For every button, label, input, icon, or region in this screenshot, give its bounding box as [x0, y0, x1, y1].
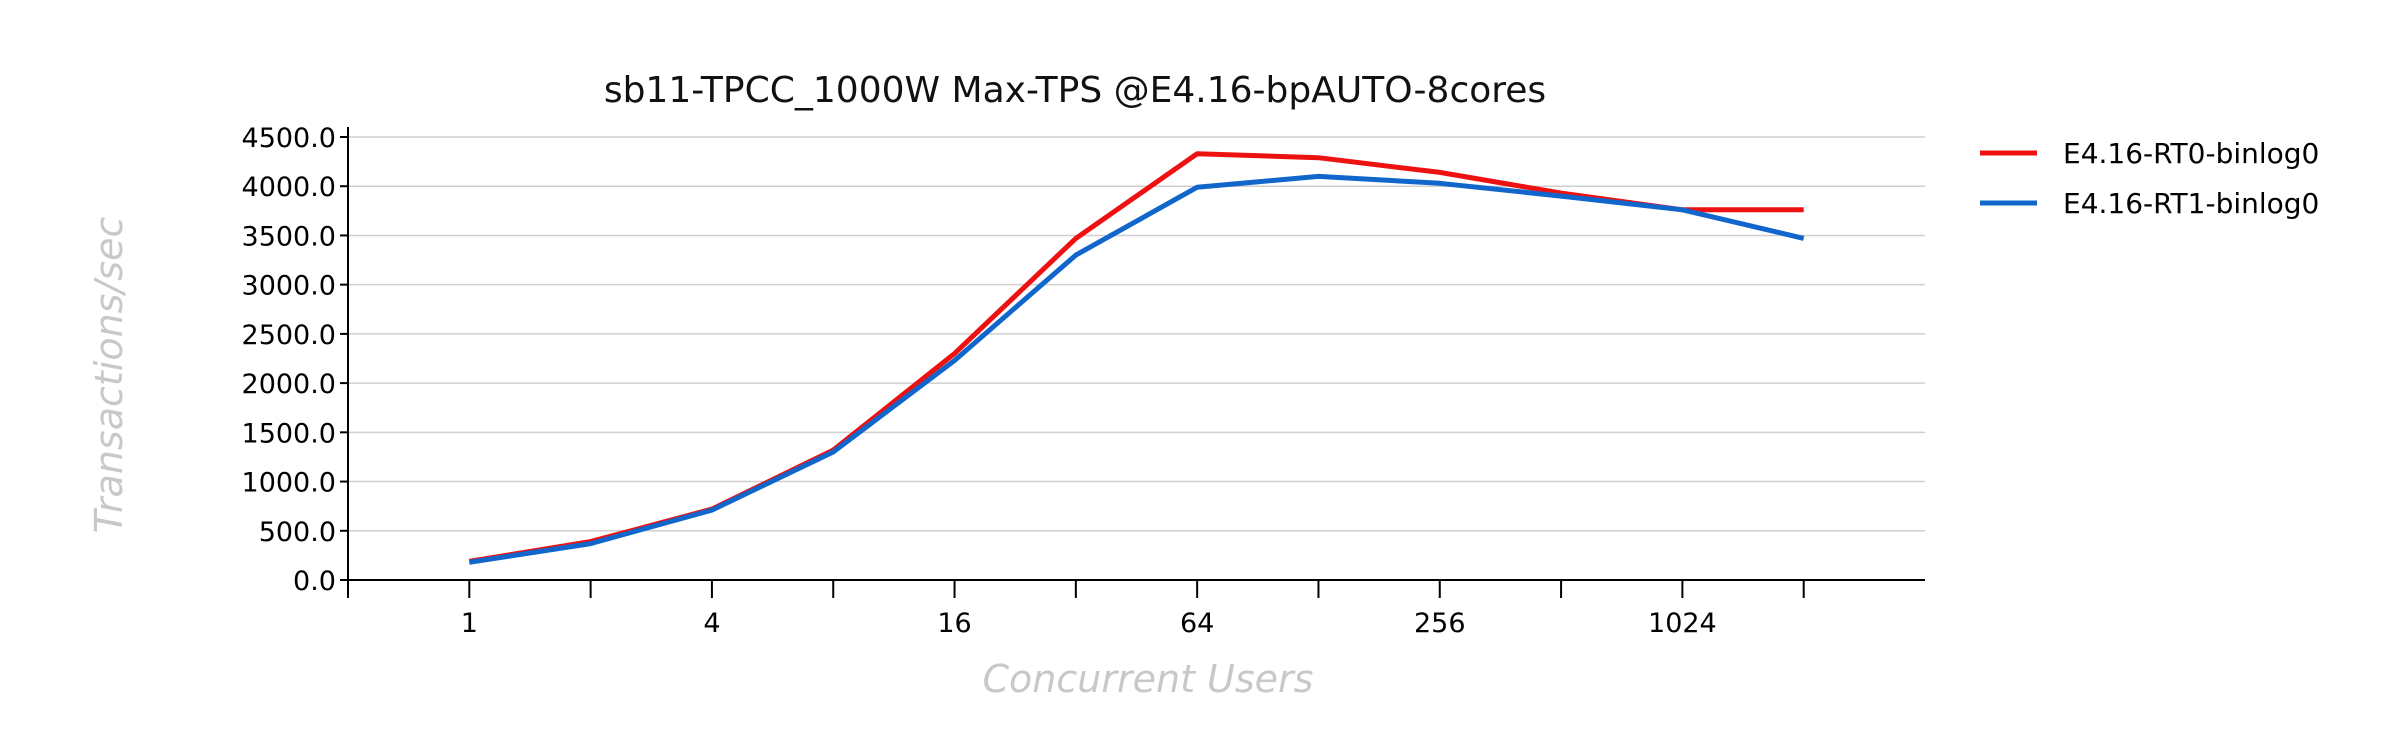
chart-title: sb11-TPCC_1000W Max-TPS @E4.16-bpAUTO-8c…: [604, 70, 1546, 111]
x-axis-title: Concurrent Users: [983, 657, 1314, 701]
x-tick-label: 4: [703, 608, 720, 639]
legend: E4.16-RT0-binlog0 E4.16-RT1-binlog0: [1980, 137, 2319, 220]
tick-labels: 0.0 500.0 1000.0 1500.0 2000.0 2500.0 3000.0 35…: [242, 123, 1717, 639]
y-tick-label: 0.0: [293, 566, 336, 597]
y-tick-label: 500.0: [259, 517, 336, 548]
gridlines: [348, 136, 1925, 532]
legend-label-2: E4.16-RT1-binlog0: [2063, 187, 2319, 220]
x-tick-label: 256: [1414, 608, 1466, 639]
axes: [340, 127, 1925, 598]
series-lines: [468, 151, 1805, 565]
x-tick-label: 16: [937, 608, 971, 639]
y-axis-title: Transactions/sec: [87, 217, 131, 534]
y-tick-label: 2000.0: [242, 369, 336, 400]
legend-label-1: E4.16-RT0-binlog0: [2063, 137, 2319, 170]
y-tick-label: 3500.0: [242, 221, 336, 252]
x-tick-label: 1: [461, 608, 478, 639]
y-tick-label: 1000.0: [242, 468, 336, 499]
y-tick-label: 4000.0: [242, 172, 336, 203]
y-tick-label: 4500.0: [242, 123, 336, 154]
series-line-2: [468, 173, 1805, 565]
y-tick-label: 1500.0: [242, 418, 336, 449]
y-tick-label: 3000.0: [242, 271, 336, 302]
x-tick-label: 1024: [1648, 608, 1717, 639]
series-line-1: [468, 151, 1804, 564]
x-tick-label: 64: [1180, 608, 1214, 639]
y-tick-label: 2500.0: [242, 320, 336, 351]
